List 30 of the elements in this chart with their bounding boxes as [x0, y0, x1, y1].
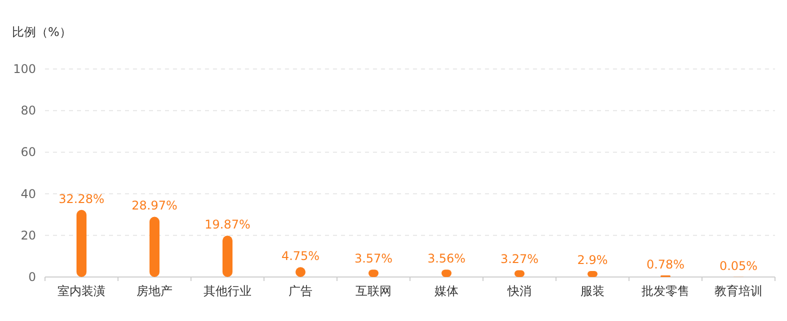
y-tick-label: 40 — [20, 186, 36, 201]
y-tick-label: 0 — [28, 270, 36, 284]
x-tick-label: 快消 — [506, 284, 532, 298]
x-tick-label: 室内装潢 — [58, 284, 106, 298]
data-label: 0.05% — [719, 258, 758, 273]
y-tick-label: 100 — [13, 62, 36, 76]
bar — [150, 216, 160, 277]
data-label: 4.75% — [281, 249, 320, 264]
bar — [222, 236, 232, 277]
data-label: 32.28% — [58, 192, 104, 206]
x-tick-label: 房地产 — [136, 284, 172, 298]
y-tick-label: 60 — [20, 145, 36, 160]
y-tick-label: 80 — [20, 104, 36, 118]
bar — [76, 210, 86, 277]
y-axis-title: 比例（%） — [12, 25, 72, 39]
data-label: 28.97% — [132, 198, 178, 213]
x-tick-label: 媒体 — [434, 284, 458, 298]
x-tick-label: 互联网 — [356, 284, 392, 298]
data-label: 2.9% — [577, 252, 608, 267]
x-tick-label: 服装 — [580, 284, 604, 298]
data-label: 0.78% — [646, 257, 685, 272]
x-tick-label: 批发零售 — [642, 284, 690, 298]
y-tick-label: 20 — [20, 228, 36, 242]
data-label: 19.87% — [204, 218, 250, 232]
x-tick-label: 教育培训 — [714, 284, 762, 298]
data-label: 3.27% — [500, 252, 539, 266]
data-label: 3.56% — [427, 252, 466, 266]
x-tick-label: 广告 — [288, 284, 312, 298]
x-tick-label: 其他行业 — [204, 284, 252, 298]
data-label: 3.57% — [354, 252, 393, 266]
